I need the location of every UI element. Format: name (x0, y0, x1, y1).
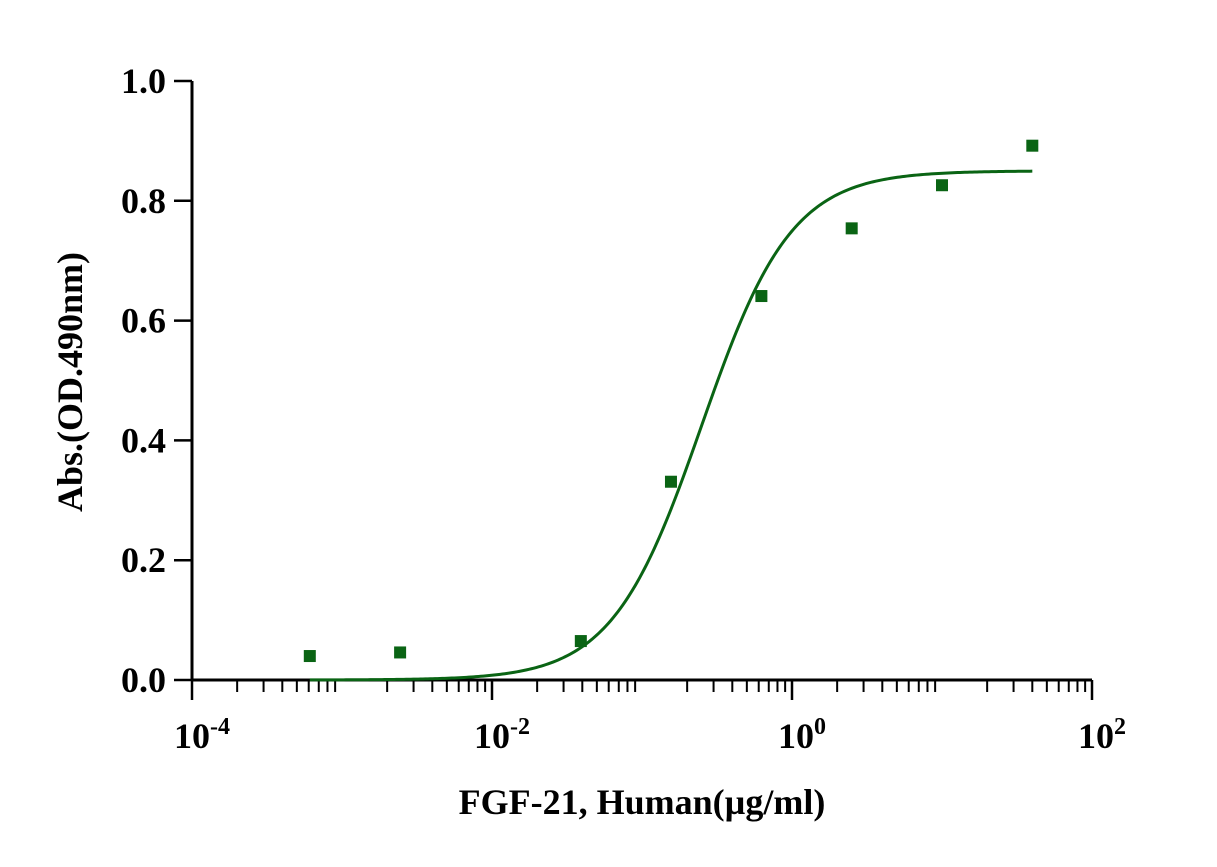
data-point (1026, 139, 1039, 152)
data-point (845, 222, 858, 235)
data-point (394, 646, 407, 659)
x-tick-label: 10-2 (474, 714, 530, 756)
x-tick-label: 10-4 (174, 714, 230, 756)
fit-curve-layer (309, 169, 1033, 682)
fit-curve (309, 169, 1033, 682)
data-point (936, 179, 948, 192)
x-axis-title: FGF-21, Human(µg/ml) (459, 782, 826, 822)
data-point (303, 650, 316, 663)
data-points-layer (303, 139, 1039, 663)
data-point (664, 475, 677, 488)
x-tick-label: 102 (1078, 714, 1126, 756)
y-tick-label: 0.0 (121, 660, 166, 700)
y-tick-label: 0.6 (121, 301, 166, 341)
y-tick-label: 0.8 (121, 181, 166, 221)
x-tick-label: 100 (778, 714, 826, 756)
data-point (755, 290, 768, 303)
y-tick-label: 1.0 (121, 61, 166, 101)
y-axis-title: Abs.(OD.490nm) (50, 252, 90, 512)
y-tick-label: 0.4 (121, 420, 166, 460)
y-tick-label: 0.2 (121, 540, 166, 580)
data-point (574, 635, 587, 648)
axes: 0.0 0.2 0.4 0.6 0.8 1.0 10-4 10-2 100 102 (121, 61, 1126, 756)
